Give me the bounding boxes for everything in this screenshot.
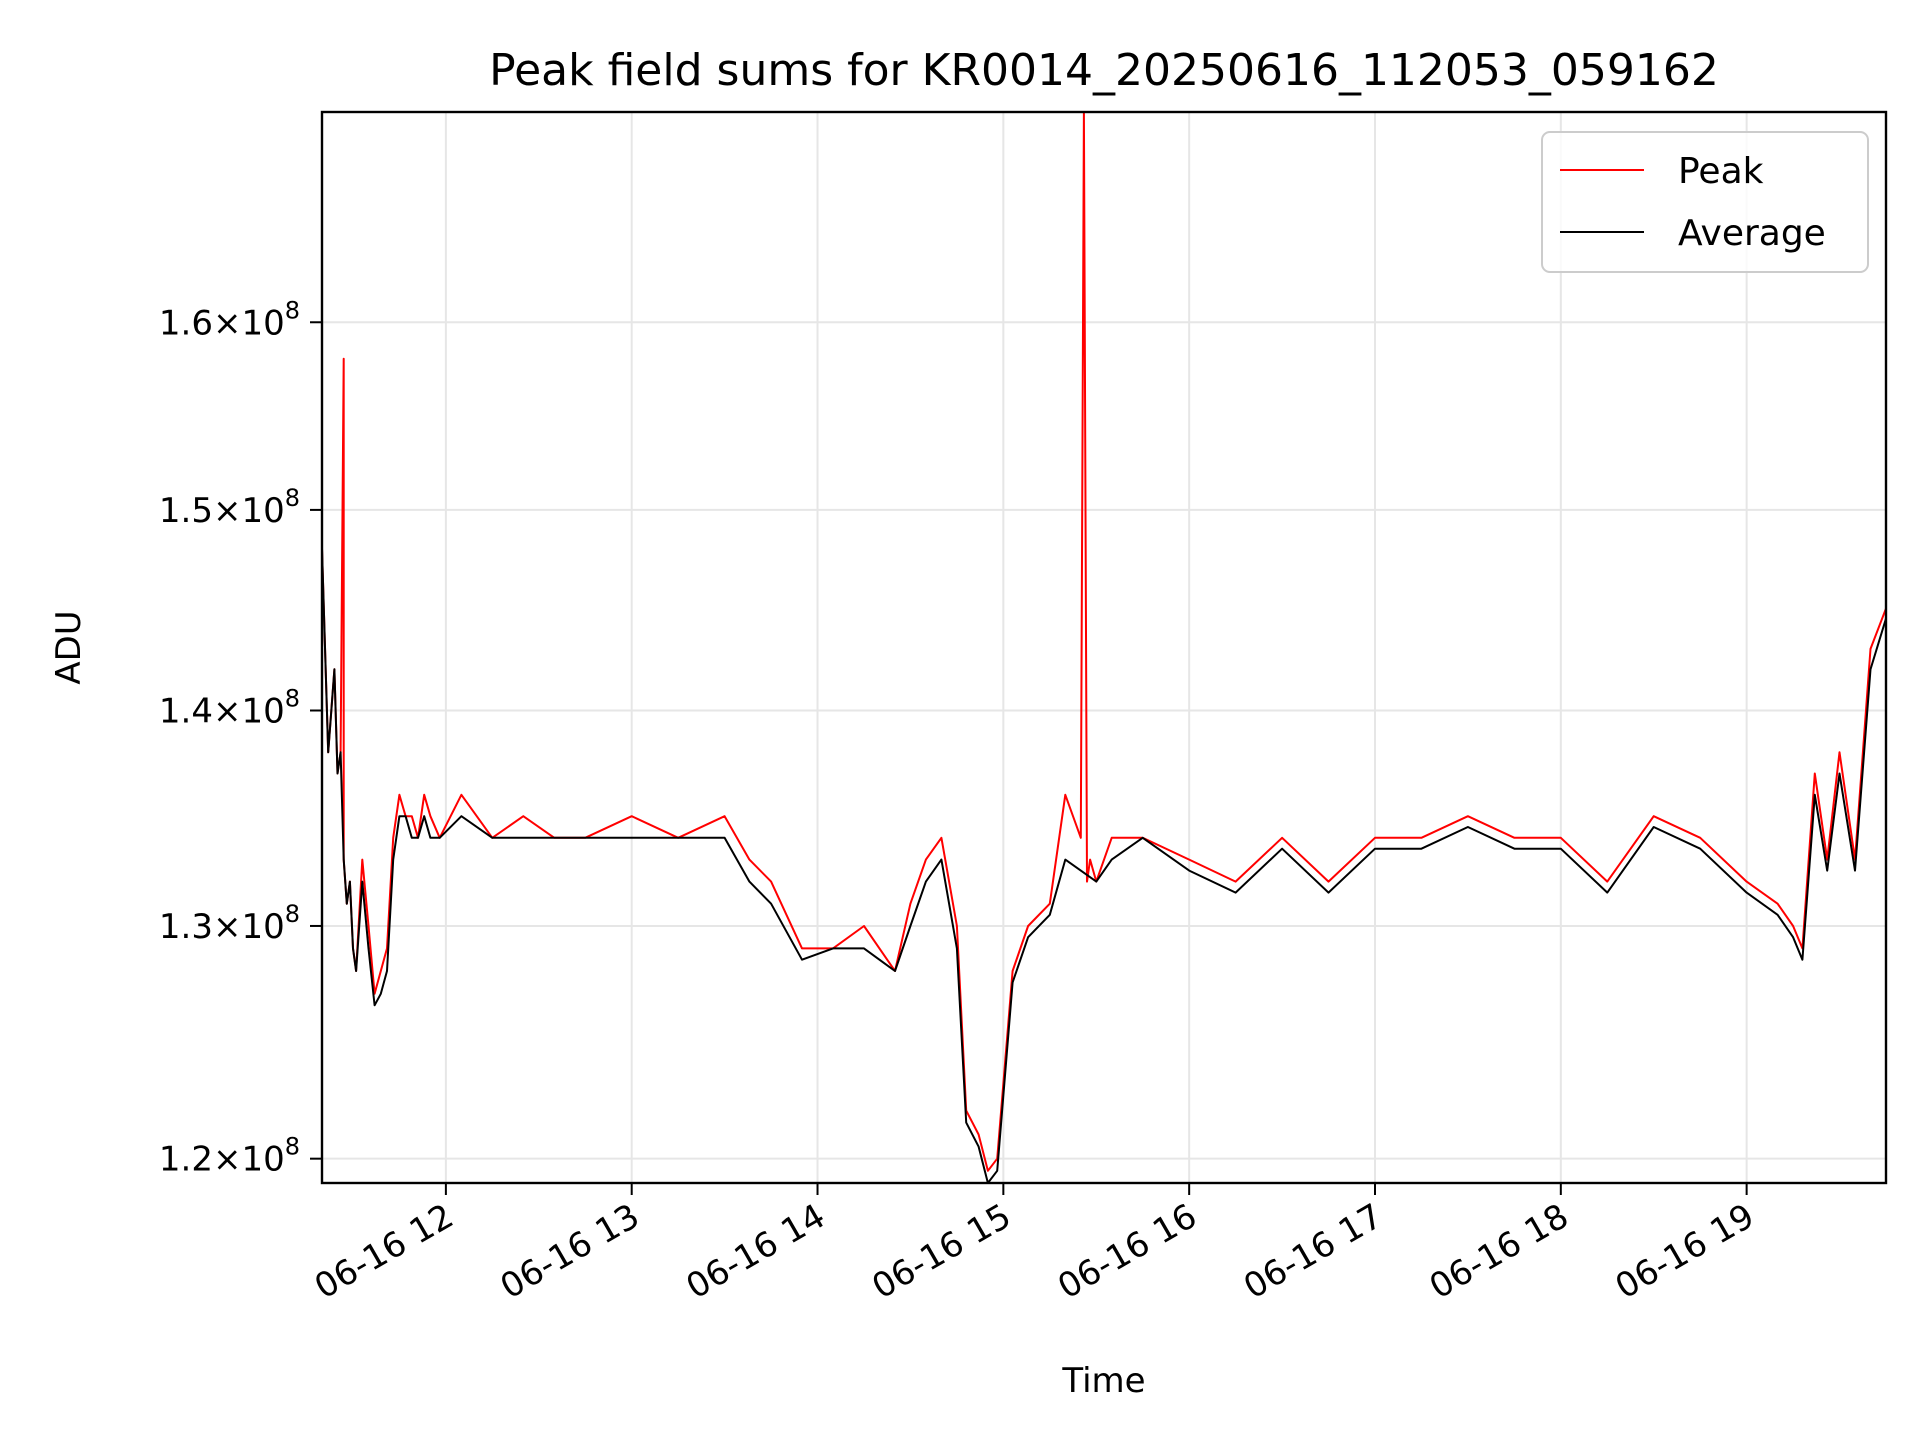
x-axis: 06-16 12 06-16 13 06-16 14 06-16 15 06-16 16… bbox=[308, 1183, 1761, 1307]
y-tick-label: 1.3×108 bbox=[159, 900, 300, 947]
y-axis-label: ADU bbox=[49, 610, 89, 684]
series-line-average bbox=[322, 548, 1886, 1183]
legend-label-average: Average bbox=[1678, 213, 1826, 254]
x-tick-label: 06-16 18 bbox=[1423, 1196, 1575, 1307]
chart-title: Peak field sums for KR0014_20250616_1120… bbox=[489, 45, 1719, 96]
x-axis-label: Time bbox=[1061, 1361, 1145, 1401]
y-tick-label: 1.2×108 bbox=[159, 1133, 300, 1180]
y-tick-label: 1.6×108 bbox=[159, 296, 300, 343]
x-tick-label: 06-16 13 bbox=[494, 1196, 646, 1307]
legend: Peak Average bbox=[1541, 131, 1869, 273]
plot-frame bbox=[320, 110, 1888, 1185]
x-tick-label: 06-16 17 bbox=[1237, 1196, 1389, 1307]
x-tick-label: 06-16 15 bbox=[865, 1196, 1017, 1307]
x-tick-label: 06-16 19 bbox=[1609, 1196, 1761, 1307]
x-tick-label: 06-16 14 bbox=[680, 1196, 832, 1307]
grid bbox=[322, 112, 1886, 1183]
y-tick-label: 1.5×108 bbox=[159, 484, 300, 531]
legend-box bbox=[1541, 131, 1869, 273]
series-layer bbox=[322, 112, 1886, 1183]
legend-label-peak: Peak bbox=[1678, 151, 1764, 192]
y-tick-label: 1.4×108 bbox=[159, 684, 300, 731]
y-axis: 1.2×108 1.3×108 1.4×108 1.5×108 1.6×108 bbox=[159, 296, 322, 1180]
x-tick-label: 06-16 16 bbox=[1051, 1196, 1203, 1307]
x-tick-label: 06-16 12 bbox=[308, 1196, 460, 1307]
series-line-peak bbox=[322, 112, 1886, 1172]
